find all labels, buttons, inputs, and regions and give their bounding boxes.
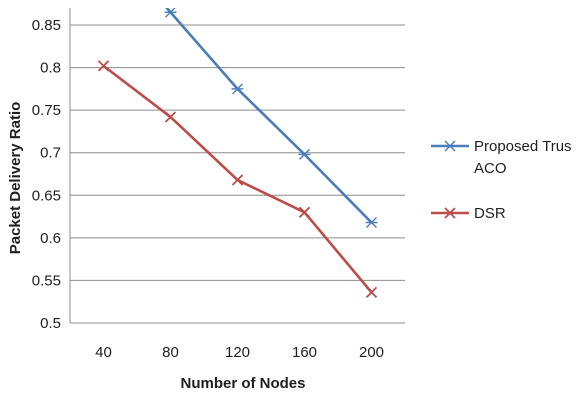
- data-point: [298, 206, 311, 218]
- data-point: [231, 174, 244, 186]
- series-lines: [97, 8, 378, 298]
- y-tick-label: 0.6: [40, 230, 61, 247]
- legend-entry: Proposed Trus ACO: [431, 138, 572, 177]
- data-point: [298, 148, 311, 160]
- y-tick-label: 0.5: [40, 315, 61, 332]
- y-tick-label: 0.55: [32, 272, 61, 289]
- axes: [69, 8, 405, 324]
- legend-label: DSR: [474, 205, 506, 222]
- y-tick-label: 0.7: [40, 145, 61, 162]
- legend-label: Proposed Trus: [474, 138, 572, 155]
- tick-labels: 0.5 0.55 0.6 0.65 0.7 0.75 0.8 0.85 40 80 120 160 20…: [32, 17, 384, 361]
- data-point: [164, 8, 177, 18]
- x-tick-label: 120: [225, 344, 250, 361]
- x-tick-label: 160: [292, 344, 317, 361]
- y-tick-label: 0.85: [32, 17, 61, 34]
- x-marker-stroke: [97, 60, 110, 72]
- series-line: [165, 8, 373, 224]
- data-point: [231, 83, 244, 95]
- data-point: [164, 111, 177, 123]
- x-marker-stroke: [444, 207, 456, 219]
- legend-entry: DSR: [431, 205, 506, 222]
- y-tick-label: 0.8: [40, 60, 61, 77]
- legend-label: ACO: [474, 160, 507, 177]
- y-tick-label: 0.65: [32, 187, 61, 204]
- legend: Proposed Trus ACO DSR: [431, 138, 572, 222]
- x-axis-title: Number of Nodes: [180, 375, 305, 392]
- data-point: [365, 286, 378, 298]
- x-tick-label: 200: [359, 344, 384, 361]
- series-proposed-trust-aco: [164, 8, 378, 229]
- gridlines: [70, 24, 405, 281]
- series-dsr: [97, 60, 378, 298]
- x-marker-stroke: [231, 174, 244, 186]
- x-marker-stroke: [298, 206, 311, 218]
- data-point: [97, 60, 110, 72]
- x-tick-label: 40: [95, 344, 112, 361]
- x-tick-label: 80: [162, 344, 179, 361]
- x-marker-stroke: [164, 111, 177, 123]
- y-tick-label: 0.75: [32, 102, 61, 119]
- y-axis-title: Packet Delivery Ratio: [7, 102, 24, 255]
- x-marker-stroke: [365, 286, 378, 298]
- data-point: [365, 217, 378, 229]
